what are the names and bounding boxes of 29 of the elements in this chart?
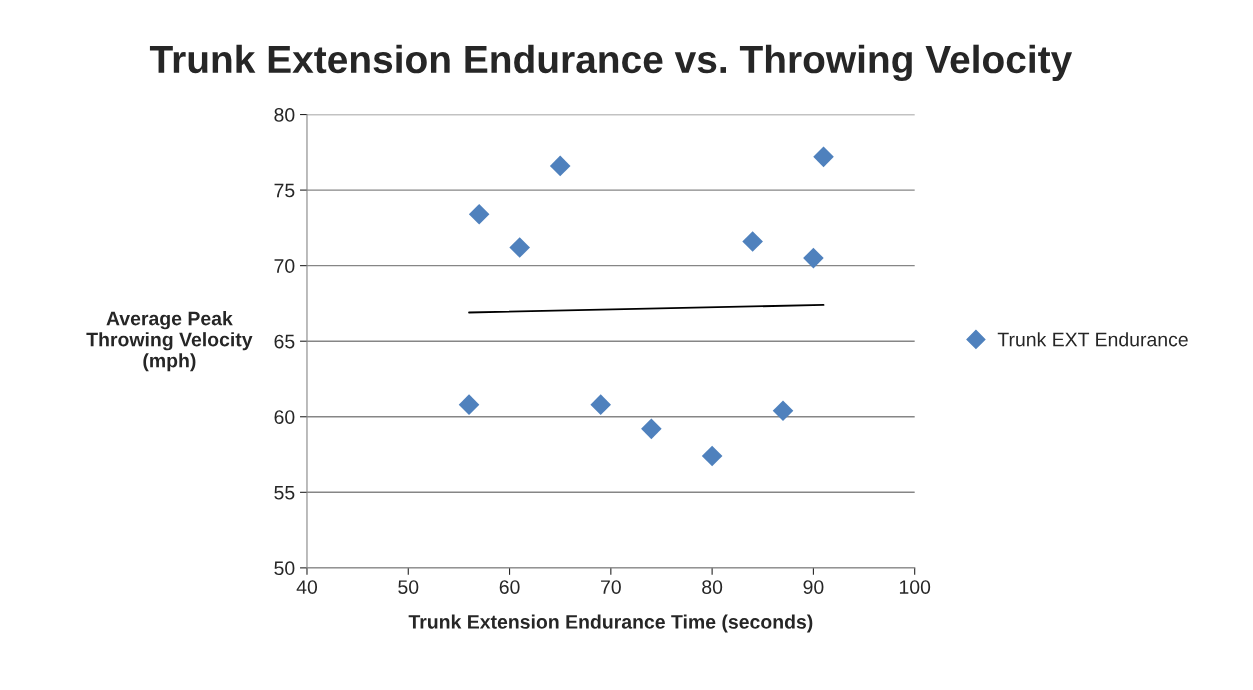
x-axis-title: Trunk Extension Endurance Time (seconds) — [408, 614, 813, 633]
point — [549, 155, 571, 177]
y-tick-label: 70 — [274, 259, 295, 273]
x-tick-label: 70 — [601, 580, 621, 594]
point — [803, 247, 824, 269]
point — [641, 418, 662, 440]
chart-title: Trunk Extension Endurance vs. Throwing Velocity — [149, 44, 1073, 82]
x-tick-label: 100 — [899, 580, 931, 594]
point — [458, 394, 480, 415]
point — [772, 400, 794, 422]
y-tick-label: 75 — [274, 183, 295, 198]
x-tick-label: 90 — [803, 580, 824, 594]
y-tick-label: 55 — [274, 485, 295, 500]
y-tick-label: 65 — [274, 334, 295, 349]
point — [509, 237, 530, 258]
point — [742, 231, 763, 252]
point — [590, 394, 612, 415]
y-axis-title: Average Peak Throwing Velocity (mph) — [86, 311, 253, 372]
x-tick-label: 50 — [398, 580, 419, 594]
x-tick-label: 80 — [702, 580, 723, 594]
point — [468, 203, 490, 225]
x-tick-label: 60 — [499, 580, 520, 594]
point — [813, 146, 834, 168]
x-tick-label: 40 — [296, 580, 318, 594]
y-tick-label: 50 — [274, 561, 295, 576]
y-tick-label: 80 — [274, 108, 295, 122]
y-tick-label: 60 — [274, 410, 295, 424]
point — [701, 445, 723, 467]
legend-label: Trunk EXT Endurance — [997, 332, 1188, 347]
